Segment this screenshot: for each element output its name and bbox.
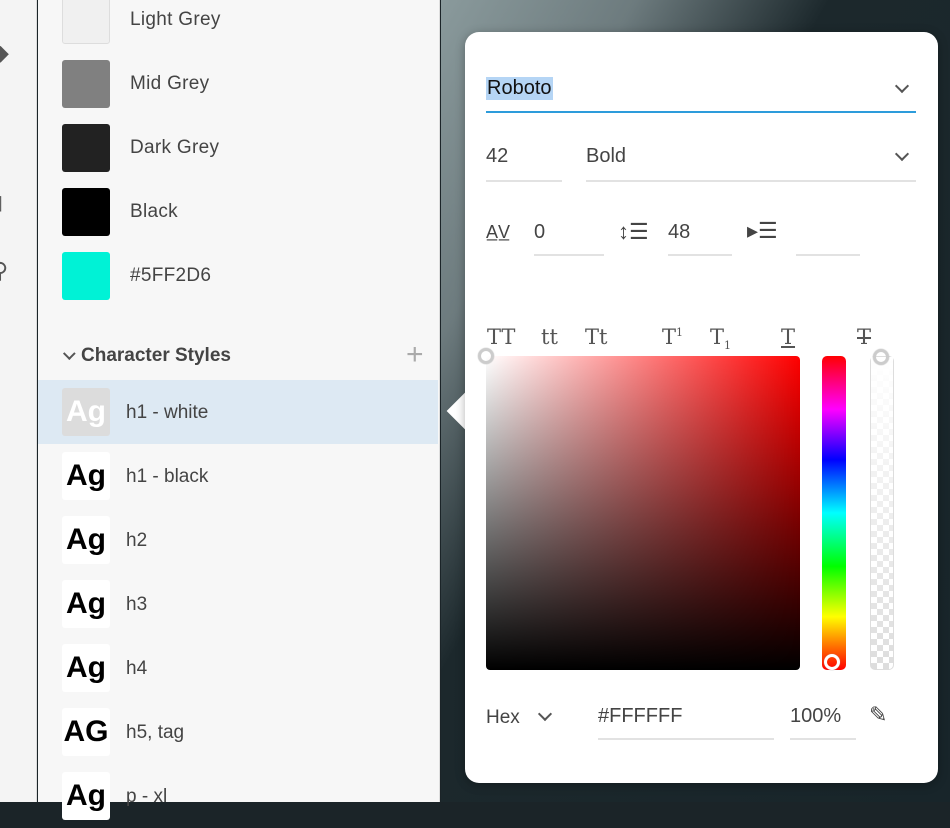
divider [790, 738, 856, 740]
character-style-item[interactable]: Ag p - xl [38, 764, 438, 828]
titlecase-button[interactable]: Tt [585, 325, 608, 349]
style-preview: AG [62, 708, 110, 756]
style-label: h1 - white [126, 402, 209, 423]
line-height-input[interactable]: 48 [668, 221, 691, 243]
character-style-item[interactable]: Ag h4 [38, 636, 438, 700]
style-preview: Ag [62, 580, 110, 628]
hex-input[interactable]: #FFFFFF [598, 705, 683, 727]
text-style-popover: Roboto 42 Bold A̲V̲ 0 ↕☰ 48 ▸☰ TT tt Tt … [465, 32, 938, 783]
color-swatch[interactable] [62, 60, 110, 108]
color-swatch-label: #5FF2D6 [130, 265, 212, 286]
add-style-button[interactable]: + [406, 338, 424, 371]
divider [598, 738, 774, 740]
page-icon[interactable]: ▯ [0, 190, 3, 215]
underline-button[interactable]: T [781, 325, 796, 349]
font-dropdown-chevron-icon[interactable] [894, 78, 910, 94]
color-swatch[interactable] [62, 252, 110, 300]
mode-chevron-icon[interactable] [537, 706, 553, 722]
character-style-item[interactable]: Ag h2 [38, 508, 438, 572]
color-swatch[interactable] [62, 188, 110, 236]
line-height-icon: ↕☰ [618, 219, 649, 244]
style-label: p - xl [126, 786, 168, 807]
search-icon[interactable]: ⚲ [0, 258, 9, 283]
paragraph-spacing-icon: ▸☰ [747, 218, 778, 243]
font-underline [486, 111, 916, 113]
divider [534, 254, 604, 256]
opacity-slider[interactable] [870, 349, 894, 670]
tracking-icon: A̲V̲ [486, 222, 511, 242]
font-size-input[interactable]: 42 [486, 145, 509, 167]
style-preview: Ag [62, 388, 110, 436]
weight-chevron-icon[interactable] [894, 146, 910, 162]
style-preview: Ag [62, 516, 110, 564]
character-style-item[interactable]: Ag h1 - white [38, 380, 438, 444]
strikethrough-button[interactable]: T [857, 325, 872, 349]
style-label: h2 [126, 530, 148, 551]
character-style-item[interactable]: AG h5, tag [38, 700, 438, 764]
style-label: h1 - black [126, 466, 209, 487]
color-swatch[interactable] [62, 0, 110, 44]
divider [796, 254, 860, 256]
color-knob[interactable] [478, 348, 494, 364]
lowercase-button[interactable]: tt [541, 325, 558, 349]
divider [668, 254, 732, 256]
assets-panel: Character Styles + Light Grey Mid Grey Dar… [38, 0, 440, 820]
color-swatch[interactable] [62, 124, 110, 172]
style-label: h3 [126, 594, 148, 615]
opacity-input[interactable]: 100% [790, 705, 842, 727]
hue-knob[interactable] [824, 654, 840, 670]
superscript-button[interactable]: T1 [662, 325, 684, 349]
color-mode-select[interactable]: Hex [486, 707, 520, 728]
pen-icon[interactable]: ◆ [0, 40, 9, 65]
style-preview: Ag [62, 452, 110, 500]
tracking-input[interactable]: 0 [534, 221, 546, 243]
opacity-knob[interactable] [873, 349, 889, 365]
font-weight-select[interactable]: Bold [586, 145, 627, 167]
character-style-item[interactable]: Ag h3 [38, 572, 438, 636]
color-swatch-label: Mid Grey [130, 73, 210, 94]
style-label: h5, tag [126, 722, 185, 743]
style-label: h4 [126, 658, 148, 679]
character-style-item[interactable]: Ag h1 - black [38, 444, 438, 508]
divider [586, 180, 916, 182]
character-styles-header[interactable]: Character Styles [62, 345, 231, 367]
chevron-down-icon [62, 346, 76, 360]
uppercase-button[interactable]: TT [487, 325, 516, 349]
color-swatch-label: Dark Grey [130, 137, 220, 158]
subscript-button[interactable]: T1 [710, 325, 732, 353]
eyedropper-icon[interactable]: ✎ [869, 702, 888, 727]
divider [486, 180, 562, 182]
hue-slider[interactable] [822, 356, 846, 670]
color-swatch-label: Light Grey [130, 9, 221, 30]
style-preview: Ag [62, 772, 110, 820]
font-family-input[interactable]: Roboto [486, 77, 553, 100]
color-swatch-label: Black [130, 201, 178, 222]
saturation-value-picker[interactable] [478, 348, 800, 670]
style-preview: Ag [62, 644, 110, 692]
section-title: Character Styles [81, 345, 231, 366]
tool-strip: ◆ ˥ ▯ ⚲ [0, 0, 37, 802]
